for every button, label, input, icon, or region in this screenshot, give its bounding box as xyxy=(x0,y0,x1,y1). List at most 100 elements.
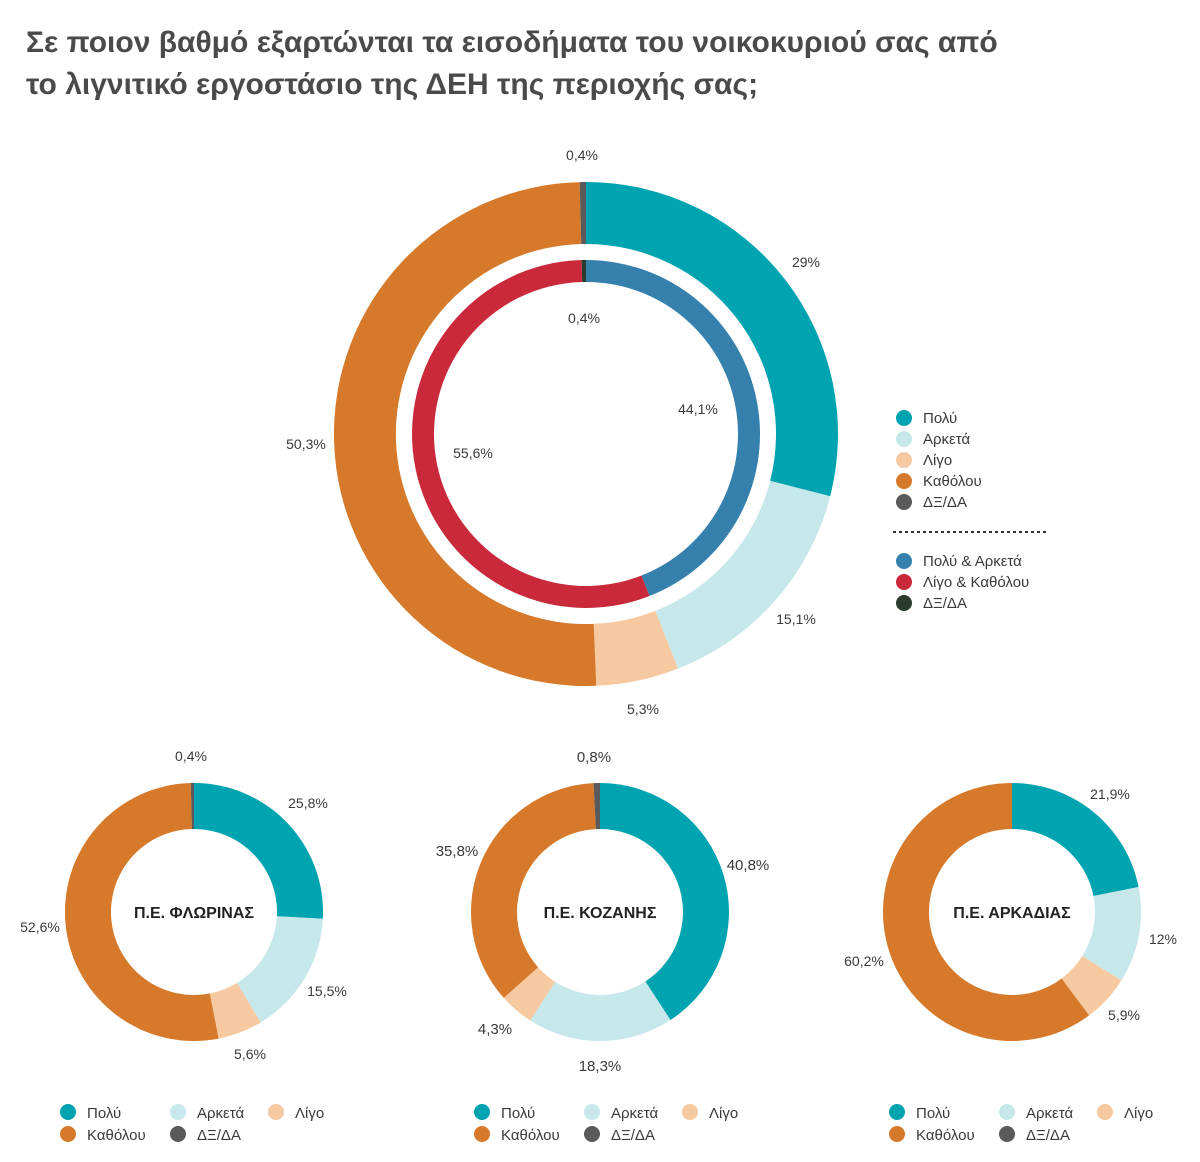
data-label-λίγο: 5,6% xyxy=(234,1046,266,1062)
data-label-αρκετά: 15,5% xyxy=(307,983,347,999)
data-label-πολύ: 25,8% xyxy=(288,795,328,811)
legend-swatch xyxy=(584,1104,600,1120)
legend-label: Αρκετά xyxy=(923,431,970,448)
legend-main: Πολύ Αρκετά Λίγο Καθόλου ΔΞ/ΔΑ Πολύ & Αρκετά Λ… xyxy=(893,410,1048,612)
legend-swatch xyxy=(474,1126,490,1142)
legend-label: Καθόλου xyxy=(923,473,982,490)
legend-label: Πολύ xyxy=(916,1105,950,1122)
legend-label: Καθόλου xyxy=(501,1127,560,1144)
legend-item-πολύ: Πολύ xyxy=(60,1104,121,1122)
legend-label: Καθόλου xyxy=(916,1127,975,1144)
legend-swatch xyxy=(896,553,912,569)
legend-label: ΔΞ/ΔΑ xyxy=(197,1127,241,1144)
slice-καθόλου xyxy=(64,783,219,1041)
data-label-αρκετά: 18,3% xyxy=(579,1058,622,1075)
data-label-δξ-δα: 0,4% xyxy=(566,147,598,163)
data-label-πολύ: 21,9% xyxy=(1090,786,1130,802)
data-label-πολύ: 29% xyxy=(792,254,820,270)
legend-label: Πολύ xyxy=(87,1105,121,1122)
donut-chart-main-outer: 29% 15,1% 5,3% 50,3% 0,4% xyxy=(286,147,839,717)
legend-item-λίγο-καθόλου: Λίγο & Καθόλου xyxy=(896,574,1029,591)
chart-title: Σε ποιον βαθμό εξαρτώνται τα εισοδήματα … xyxy=(26,22,1146,106)
legend-kozani: Πολύ Αρκετά Λίγο Καθόλου ΔΞ/ΔΑ xyxy=(474,1104,738,1144)
legend-swatch xyxy=(999,1126,1015,1142)
legend-item-αρκετά: Αρκετά xyxy=(896,431,970,448)
legend-item-λίγο: Λίγο xyxy=(268,1104,324,1122)
legend-arkadia: Πολύ Αρκετά Λίγο Καθόλου ΔΞ/ΔΑ xyxy=(889,1104,1153,1144)
legend-swatch xyxy=(896,431,912,447)
legend-swatch xyxy=(170,1104,186,1120)
data-label-λίγο-καθόλου: 55,6% xyxy=(453,445,493,461)
legend-item-πολύ: Πολύ xyxy=(896,410,957,427)
slice-δξ-δα xyxy=(579,182,586,245)
legend-swatch xyxy=(896,473,912,489)
legend-swatch xyxy=(889,1104,905,1120)
legend-swatch xyxy=(999,1104,1015,1120)
legend-label: Λίγο xyxy=(295,1105,324,1122)
legend-label: Πολύ xyxy=(923,410,957,427)
legend-florina: Πολύ Αρκετά Λίγο Καθόλου ΔΞ/ΔΑ xyxy=(60,1104,324,1144)
legend-item-καθόλου: Καθόλου xyxy=(474,1126,560,1144)
legend-label: Αρκετά xyxy=(1026,1105,1073,1122)
donut-chart-florina: 25,8% 15,5% 5,6% 52,6% 0,4% Π.Ε. ΦΛΩΡΙΝΑΣ xyxy=(20,748,347,1062)
legend-label: Λίγο xyxy=(1124,1105,1153,1122)
data-label-δξ-δα: 0,4% xyxy=(568,310,600,326)
slice-λίγο xyxy=(209,983,261,1039)
slice-λίγο-καθόλου xyxy=(412,260,650,608)
legend-item-δξ-δα: ΔΞ/ΔΑ xyxy=(584,1126,655,1144)
data-label-λίγο: 5,3% xyxy=(627,701,659,717)
legend-label: Αρκετά xyxy=(611,1105,658,1122)
legend-swatch xyxy=(896,574,912,590)
legend-swatch xyxy=(60,1104,76,1120)
legend-swatch xyxy=(584,1126,600,1142)
data-label-λίγο: 4,3% xyxy=(478,1021,512,1038)
legend-label: Πολύ & Αρκετά xyxy=(923,553,1022,570)
data-label-καθόλου: 50,3% xyxy=(286,436,326,452)
donut-chart-arkadia: 21,9% 12% 5,9% 60,2% Π.Ε. ΑΡΚΑΔΙΑΣ xyxy=(844,783,1177,1042)
data-label-καθόλου: 35,8% xyxy=(436,843,479,860)
donut-chart-main-inner: 44,1% 55,6% 0,4% xyxy=(412,259,761,608)
data-label-καθόλου: 52,6% xyxy=(20,919,60,935)
legend-swatch xyxy=(268,1104,284,1120)
slice-πολύ-αρκετά xyxy=(586,260,761,597)
slice-αρκετά xyxy=(236,916,323,1023)
legend-swatch xyxy=(896,452,912,468)
legend-swatch xyxy=(896,595,912,611)
slice-αρκετά xyxy=(530,981,671,1041)
slice-δξ-δα xyxy=(581,259,586,283)
legend-label: Λίγο xyxy=(709,1105,738,1122)
legend-label: ΔΞ/ΔΑ xyxy=(923,494,967,511)
chart-title-line-1: Σε ποιον βαθμό εξαρτώνται τα εισοδήματα … xyxy=(26,26,998,59)
legend-label: Λίγο & Καθόλου xyxy=(923,574,1029,591)
chart-title-line-2: το λιγνιτικό εργοστάσιο της ΔΕΗ της περι… xyxy=(26,68,759,101)
legend-item-δξ-δα: ΔΞ/ΔΑ xyxy=(896,595,967,612)
legend-label: ΔΞ/ΔΑ xyxy=(923,595,967,612)
legend-item-πολύ-αρκετά: Πολύ & Αρκετά xyxy=(896,553,1022,570)
data-label-λίγο: 5,9% xyxy=(1108,1007,1140,1023)
center-label: Π.Ε. ΑΡΚΑΔΙΑΣ xyxy=(953,905,1071,922)
slice-αρκετά xyxy=(655,480,831,669)
legend-label: Λίγο xyxy=(923,452,952,469)
legend-item-δξ-δα: ΔΞ/ΔΑ xyxy=(170,1126,241,1144)
legend-item-πολύ: Πολύ xyxy=(474,1104,535,1122)
data-label-πολύ-αρκετά: 44,1% xyxy=(678,401,718,417)
slice-καθόλου xyxy=(882,783,1090,1042)
legend-swatch xyxy=(474,1104,490,1120)
legend-label: ΔΞ/ΔΑ xyxy=(1026,1127,1070,1144)
legend-item-αρκετά: Αρκετά xyxy=(999,1104,1073,1122)
slice-πολύ xyxy=(194,783,324,919)
legend-item-λίγο: Λίγο xyxy=(896,452,952,469)
legend-label: ΔΞ/ΔΑ xyxy=(611,1127,655,1144)
data-label-καθόλου: 60,2% xyxy=(844,953,884,969)
slice-πολύ xyxy=(600,783,729,1021)
legend-item-δξ-δα: ΔΞ/ΔΑ xyxy=(999,1126,1070,1144)
data-label-δξ-δα: 0,8% xyxy=(577,749,611,766)
slice-δξ-δα xyxy=(593,783,600,830)
legend-item-αρκετά: Αρκετά xyxy=(584,1104,658,1122)
legend-label: Αρκετά xyxy=(197,1105,244,1122)
slice-λίγο xyxy=(503,967,556,1021)
slice-λίγο xyxy=(593,610,678,686)
slice-καθόλου xyxy=(333,182,597,687)
legend-item-καθόλου: Καθόλου xyxy=(889,1126,975,1144)
